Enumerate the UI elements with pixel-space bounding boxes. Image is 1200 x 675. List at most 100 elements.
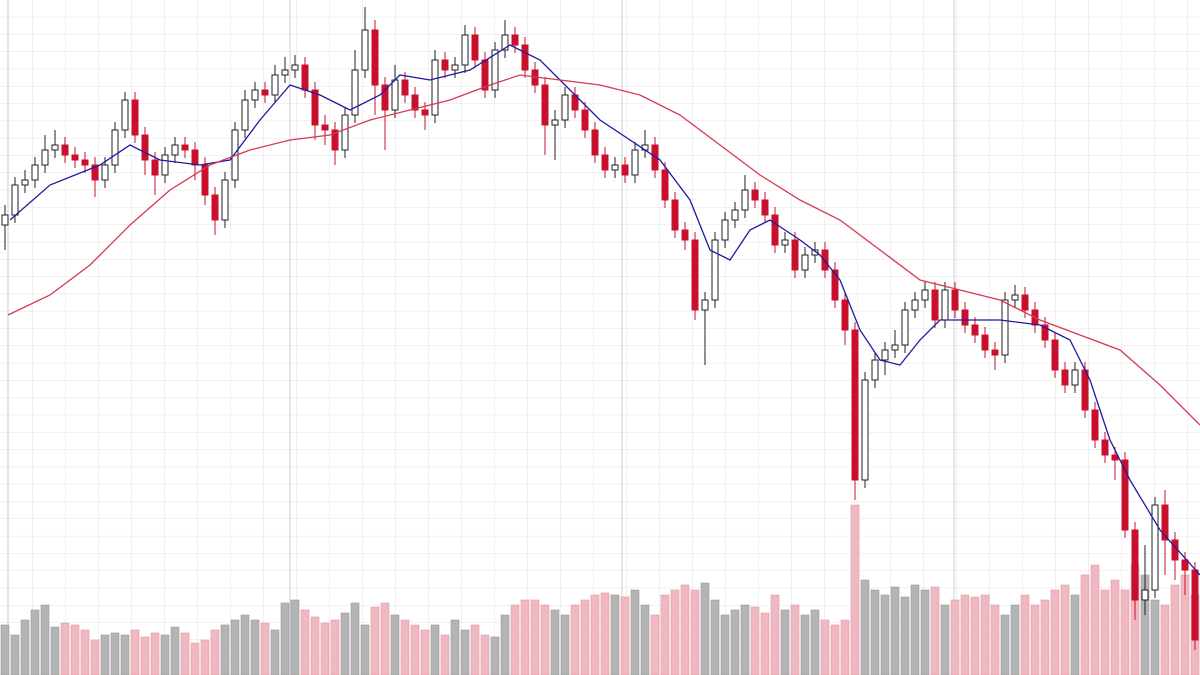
volume-bar: [280, 602, 290, 675]
volume-bar: [200, 639, 210, 675]
candle-body: [261, 89, 269, 96]
volume-bar: [860, 579, 870, 675]
volume-bar: [480, 634, 490, 675]
volume-bar: [230, 619, 240, 675]
volume-bar: [80, 629, 90, 675]
candle-body: [911, 299, 919, 311]
volume-bar: [840, 619, 850, 675]
volume-bar: [460, 629, 470, 675]
volume-bar: [300, 609, 310, 675]
volume-bar: [430, 624, 440, 675]
candle-body: [921, 289, 929, 301]
volume-bar: [560, 614, 570, 675]
volume-bar: [1060, 584, 1070, 675]
candle-body: [731, 209, 739, 221]
candle-body: [431, 59, 439, 116]
volume-bar: [870, 589, 880, 675]
volume-bar: [130, 629, 140, 675]
volume-bar: [790, 604, 800, 675]
candle-body: [161, 154, 169, 176]
volume-bar: [1010, 604, 1020, 675]
volume-bar: [680, 584, 690, 675]
candle-body: [281, 69, 289, 76]
candle-body: [361, 29, 369, 71]
candle-body: [1001, 299, 1009, 356]
candle-body: [21, 179, 29, 186]
volume-bar: [890, 586, 900, 675]
volume-bar: [660, 594, 670, 675]
candle-body: [751, 189, 759, 201]
candle-body: [541, 84, 549, 126]
candle-body: [1151, 504, 1159, 591]
candle-body: [1121, 459, 1129, 531]
candle-body: [1071, 369, 1079, 386]
candle-body: [851, 329, 859, 481]
volume-bar: [260, 622, 270, 675]
volume-bar: [1150, 599, 1160, 675]
volume-bar: [380, 602, 390, 675]
candle-body: [321, 124, 329, 131]
candle-body: [151, 159, 159, 176]
volume-bar: [1080, 574, 1090, 675]
candle-body: [421, 109, 429, 116]
candle-body: [521, 44, 529, 71]
candle-body: [101, 164, 109, 181]
volume-bar: [530, 599, 540, 675]
volume-bar: [720, 614, 730, 675]
candle-body: [271, 74, 279, 96]
candle-body: [581, 109, 589, 131]
candle-body: [251, 89, 259, 101]
volume-bar: [730, 609, 740, 675]
volume-bar: [370, 606, 380, 675]
volume-bar: [1070, 594, 1080, 675]
candle-body: [1111, 454, 1119, 461]
volume-bar: [160, 634, 170, 675]
candle-body: [291, 64, 299, 71]
volume-bar: [620, 596, 630, 675]
volume-bar: [420, 629, 430, 675]
volume-bar: [700, 582, 710, 675]
volume-bar: [50, 626, 60, 675]
volume-bar: [950, 599, 960, 675]
volume-bar: [710, 599, 720, 675]
volume-bar: [930, 586, 940, 675]
candle-body: [501, 34, 509, 51]
candle-body: [1, 214, 9, 226]
candle-body: [301, 64, 309, 91]
volume-bar: [150, 632, 160, 675]
volume-bar: [850, 504, 860, 675]
candle-body: [621, 164, 629, 176]
volume-bar: [20, 619, 30, 675]
candle-body: [761, 199, 769, 216]
volume-bar: [520, 599, 530, 675]
volume-bar: [180, 632, 190, 675]
candle-body: [991, 349, 999, 356]
volume-bar: [1000, 614, 1010, 675]
volume-bar: [60, 622, 70, 675]
candle-body: [561, 94, 569, 121]
candle-body: [1021, 294, 1029, 311]
volume-bar: [650, 614, 660, 675]
volume-bar: [270, 629, 280, 675]
candle-body: [1101, 439, 1109, 456]
volume-bar: [640, 604, 650, 675]
candle-body: [981, 334, 989, 351]
volume-bar: [910, 584, 920, 675]
candle-body: [781, 239, 789, 246]
candle-body: [971, 324, 979, 336]
candle-body: [931, 289, 939, 321]
volume-bar: [1160, 604, 1170, 675]
volume-bar: [140, 636, 150, 675]
volume-bar: [1090, 564, 1100, 675]
candle-body: [211, 194, 219, 221]
candle-body: [401, 79, 409, 96]
candle-body: [771, 214, 779, 246]
candle-body: [681, 229, 689, 241]
volume-bar: [120, 634, 130, 675]
volume-bar: [490, 636, 500, 675]
volume-bar: [1100, 589, 1110, 675]
volume-bar: [10, 634, 20, 675]
volume-bar: [800, 614, 810, 675]
volume-bar: [980, 594, 990, 675]
